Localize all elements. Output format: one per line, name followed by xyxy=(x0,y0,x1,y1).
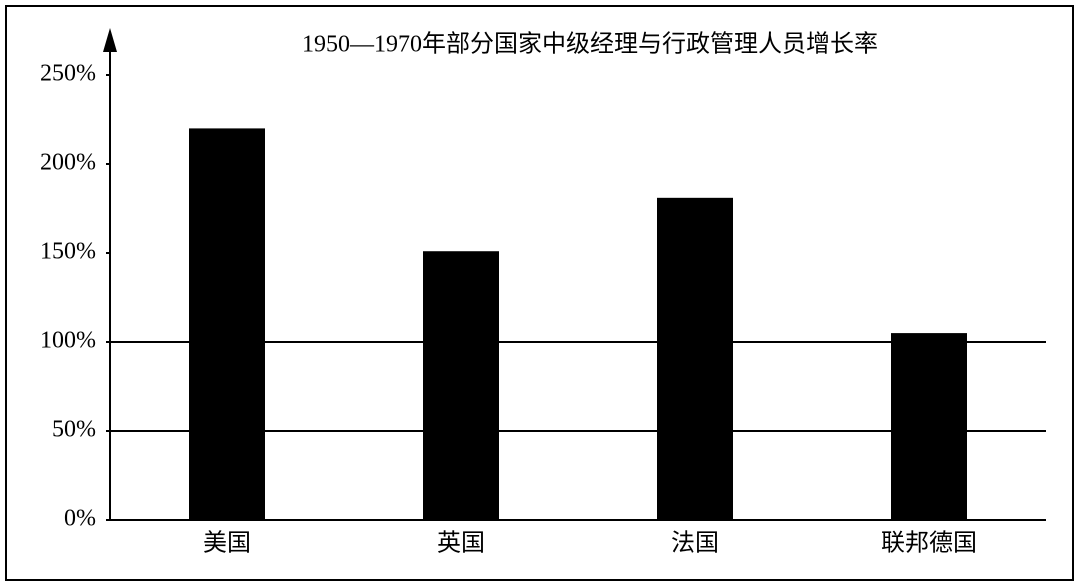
bar xyxy=(891,333,967,520)
frame xyxy=(5,5,1074,581)
y-tick-label: 250% xyxy=(40,61,96,87)
x-tick-label: 法国 xyxy=(671,530,719,557)
y-tick-label: 200% xyxy=(40,150,96,176)
chart-title: 1950—1970年部分国家中级经理与行政管理人员增长率 xyxy=(302,31,878,58)
x-tick-label: 美国 xyxy=(203,530,251,557)
y-tick-label: 0% xyxy=(64,506,96,532)
bar xyxy=(657,197,733,520)
y-tick-label: 100% xyxy=(40,328,96,354)
y-tick-label: 50% xyxy=(52,417,96,443)
bar xyxy=(189,128,265,520)
x-tick-label: 联邦德国 xyxy=(881,530,977,557)
bar xyxy=(423,251,499,520)
y-tick-label: 150% xyxy=(40,239,96,265)
x-tick-label: 英国 xyxy=(437,530,485,557)
y-axis-arrow xyxy=(103,28,117,52)
